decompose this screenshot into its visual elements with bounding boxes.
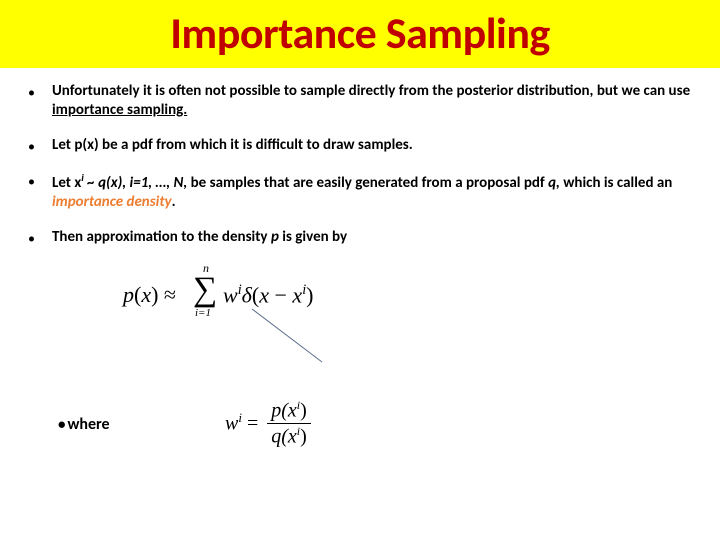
text-run: be samples that are easily generated fro… — [187, 174, 548, 192]
bullet-marker: • — [58, 416, 65, 434]
bullet-item: • Unfortunately it is often not possible… — [28, 82, 692, 120]
text-italic: ~ q(x), i=1, …, N, — [84, 174, 187, 192]
text-run: . — [172, 193, 176, 211]
text-run: which is called an — [560, 174, 673, 192]
formula-weight: wi = p(xi) q(xi) — [225, 398, 311, 448]
text-underlined: importance sampling. — [52, 101, 187, 119]
fraction-denominator: q(xi) — [267, 424, 311, 449]
bullet-text: Then approximation to the density p is g… — [52, 228, 692, 247]
title-band: Importance Sampling — [0, 0, 720, 68]
sum-lower-limit: i=1 — [195, 307, 211, 319]
text-run: Let x — [52, 174, 81, 192]
slide-title: Importance Sampling — [0, 6, 720, 60]
bullet-marker: • — [28, 171, 52, 191]
text-run: Then approximation to the density — [52, 228, 271, 246]
bullet-text: Unfortunately it is often not possible t… — [52, 82, 692, 120]
bullet-item: • Let p(x) be a pdf from which it is dif… — [28, 136, 692, 156]
bullet-text: Let xi ~ q(x), i=1, …, N, be samples tha… — [52, 171, 692, 212]
formula-lhs: p(x) ≈ — [123, 282, 176, 308]
where-label: •where — [58, 415, 110, 434]
content-area: • Unfortunately it is often not possible… — [0, 68, 720, 397]
text-run: Unfortunately it is often not possible t… — [52, 82, 690, 100]
bullet-marker: • — [28, 136, 52, 156]
bullet-item: • Then approximation to the density p is… — [28, 228, 692, 248]
annotation-arrow — [250, 307, 330, 367]
formula-rhs: wiδ(x − xi) — [223, 282, 314, 308]
text-emphasis: importance density — [52, 193, 172, 211]
text-italic: p — [271, 228, 279, 246]
formula-main: p(x) ≈ n ∑ i=1 wiδ(x − xi) — [28, 267, 692, 397]
formula-weight-lhs: wi = — [225, 410, 258, 436]
bullet-marker: • — [28, 228, 52, 248]
bullet-text: Let p(x) be a pdf from which it is diffi… — [52, 136, 692, 155]
text-run: is given by — [279, 228, 347, 246]
sigma-symbol: ∑ — [193, 271, 217, 309]
fraction-numerator: p(xi) — [267, 398, 311, 424]
bullet-marker: • — [28, 82, 52, 102]
text-italic: q, — [548, 174, 560, 192]
bullet-item: • Let xi ~ q(x), i=1, …, N, be samples t… — [28, 171, 692, 212]
bullet-list: • Unfortunately it is often not possible… — [28, 82, 692, 247]
text-run: where — [67, 415, 109, 434]
fraction: p(xi) q(xi) — [267, 398, 311, 448]
